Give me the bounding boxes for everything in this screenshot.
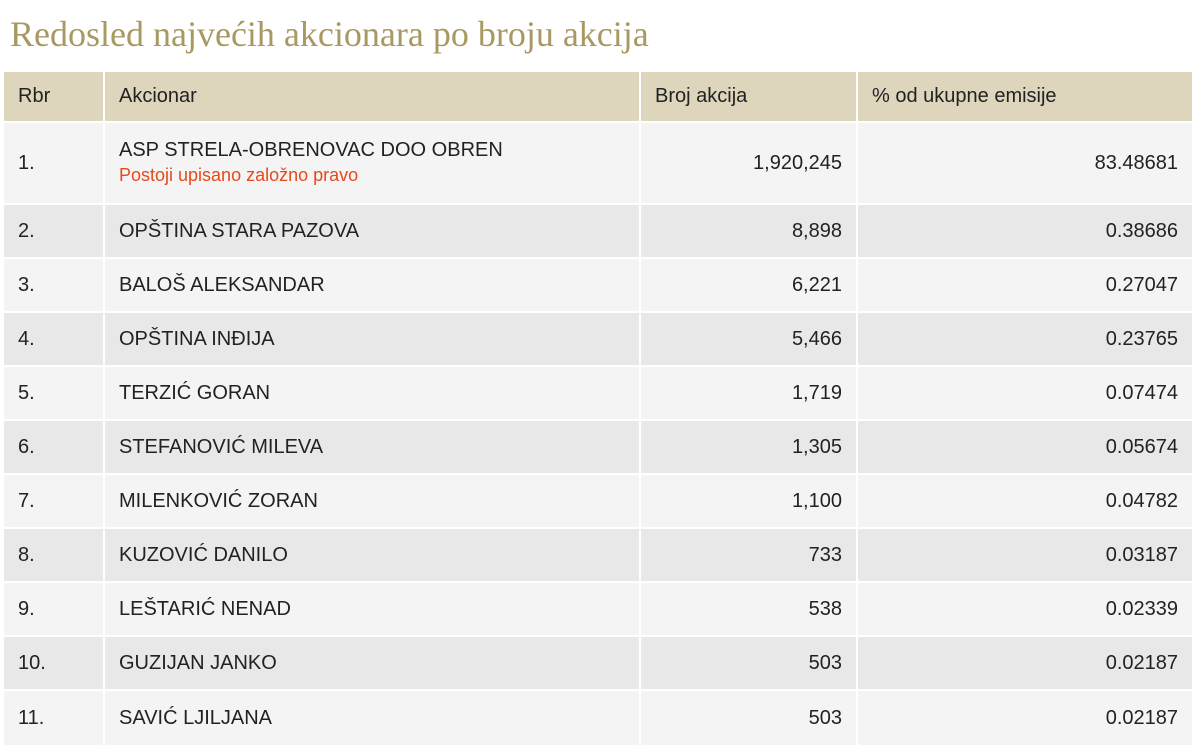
cell-broj-akcija: 6,221: [641, 259, 858, 313]
cell-rbr: 11.: [4, 691, 105, 745]
cell-rbr: 5.: [4, 367, 105, 421]
cell-rbr: 3.: [4, 259, 105, 313]
column-header-procenat: % od ukupne emisije: [858, 72, 1192, 123]
cell-procenat: 0.03187: [858, 529, 1192, 583]
cell-broj-akcija: 503: [641, 691, 858, 745]
cell-akcionar: STEFANOVIĆ MILEVA: [105, 421, 641, 475]
table-row: 7. MILENKOVIĆ ZORAN 1,100 0.04782: [4, 475, 1192, 529]
column-header-akcionar: Akcionar: [105, 72, 641, 123]
table-row: 2. OPŠTINA STARA PAZOVA 8,898 0.38686: [4, 205, 1192, 259]
cell-procenat: 0.02187: [858, 637, 1192, 691]
cell-broj-akcija: 1,100: [641, 475, 858, 529]
cell-broj-akcija: 1,305: [641, 421, 858, 475]
cell-procenat: 0.07474: [858, 367, 1192, 421]
cell-rbr: 7.: [4, 475, 105, 529]
cell-akcionar: GUZIJAN JANKO: [105, 637, 641, 691]
column-header-rbr: Rbr: [4, 72, 105, 123]
cell-rbr: 9.: [4, 583, 105, 637]
cell-akcionar: OPŠTINA INĐIJA: [105, 313, 641, 367]
cell-procenat: 0.04782: [858, 475, 1192, 529]
cell-procenat: 0.23765: [858, 313, 1192, 367]
cell-rbr: 1.: [4, 123, 105, 205]
table-row: 1. ASP STRELA-OBRENOVAC DOO OBREN Postoj…: [4, 123, 1192, 205]
table-row: 11. SAVIĆ LJILJANA 503 0.02187: [4, 691, 1192, 745]
cell-procenat: 83.48681: [858, 123, 1192, 205]
table-row: 9. LEŠTARIĆ NENAD 538 0.02339: [4, 583, 1192, 637]
table-header-row: Rbr Akcionar Broj akcija % od ukupne emi…: [4, 72, 1192, 123]
cell-broj-akcija: 503: [641, 637, 858, 691]
page-title: Redosled najvećih akcionara po broju akc…: [10, 14, 649, 54]
column-header-broj-akcija: Broj akcija: [641, 72, 858, 123]
cell-rbr: 8.: [4, 529, 105, 583]
cell-akcionar: LEŠTARIĆ NENAD: [105, 583, 641, 637]
table-row: 10. GUZIJAN JANKO 503 0.02187: [4, 637, 1192, 691]
cell-procenat: 0.27047: [858, 259, 1192, 313]
table-row: 6. STEFANOVIĆ MILEVA 1,305 0.05674: [4, 421, 1192, 475]
cell-broj-akcija: 1,719: [641, 367, 858, 421]
cell-akcionar: TERZIĆ GORAN: [105, 367, 641, 421]
table-row: 3. BALOŠ ALEKSANDAR 6,221 0.27047: [4, 259, 1192, 313]
cell-akcionar: ASP STRELA-OBRENOVAC DOO OBREN Postoji u…: [105, 123, 641, 205]
cell-procenat: 0.02187: [858, 691, 1192, 745]
shareholders-table: Rbr Akcionar Broj akcija % od ukupne emi…: [4, 72, 1192, 745]
table-row: 5. TERZIĆ GORAN 1,719 0.07474: [4, 367, 1192, 421]
cell-akcionar: OPŠTINA STARA PAZOVA: [105, 205, 641, 259]
cell-procenat: 0.02339: [858, 583, 1192, 637]
cell-broj-akcija: 1,920,245: [641, 123, 858, 205]
cell-broj-akcija: 8,898: [641, 205, 858, 259]
shareholder-name: ASP STRELA-OBRENOVAC DOO OBREN: [119, 139, 503, 161]
cell-rbr: 4.: [4, 313, 105, 367]
cell-procenat: 0.38686: [858, 205, 1192, 259]
cell-rbr: 2.: [4, 205, 105, 259]
cell-akcionar: SAVIĆ LJILJANA: [105, 691, 641, 745]
cell-procenat: 0.05674: [858, 421, 1192, 475]
cell-akcionar: BALOŠ ALEKSANDAR: [105, 259, 641, 313]
pledge-note: Postoji upisano založno pravo: [119, 165, 359, 185]
cell-rbr: 10.: [4, 637, 105, 691]
table-row: 8. KUZOVIĆ DANILO 733 0.03187: [4, 529, 1192, 583]
cell-akcionar: MILENKOVIĆ ZORAN: [105, 475, 641, 529]
cell-broj-akcija: 5,466: [641, 313, 858, 367]
cell-rbr: 6.: [4, 421, 105, 475]
cell-akcionar: KUZOVIĆ DANILO: [105, 529, 641, 583]
table-row: 4. OPŠTINA INĐIJA 5,466 0.23765: [4, 313, 1192, 367]
cell-broj-akcija: 538: [641, 583, 858, 637]
cell-broj-akcija: 733: [641, 529, 858, 583]
